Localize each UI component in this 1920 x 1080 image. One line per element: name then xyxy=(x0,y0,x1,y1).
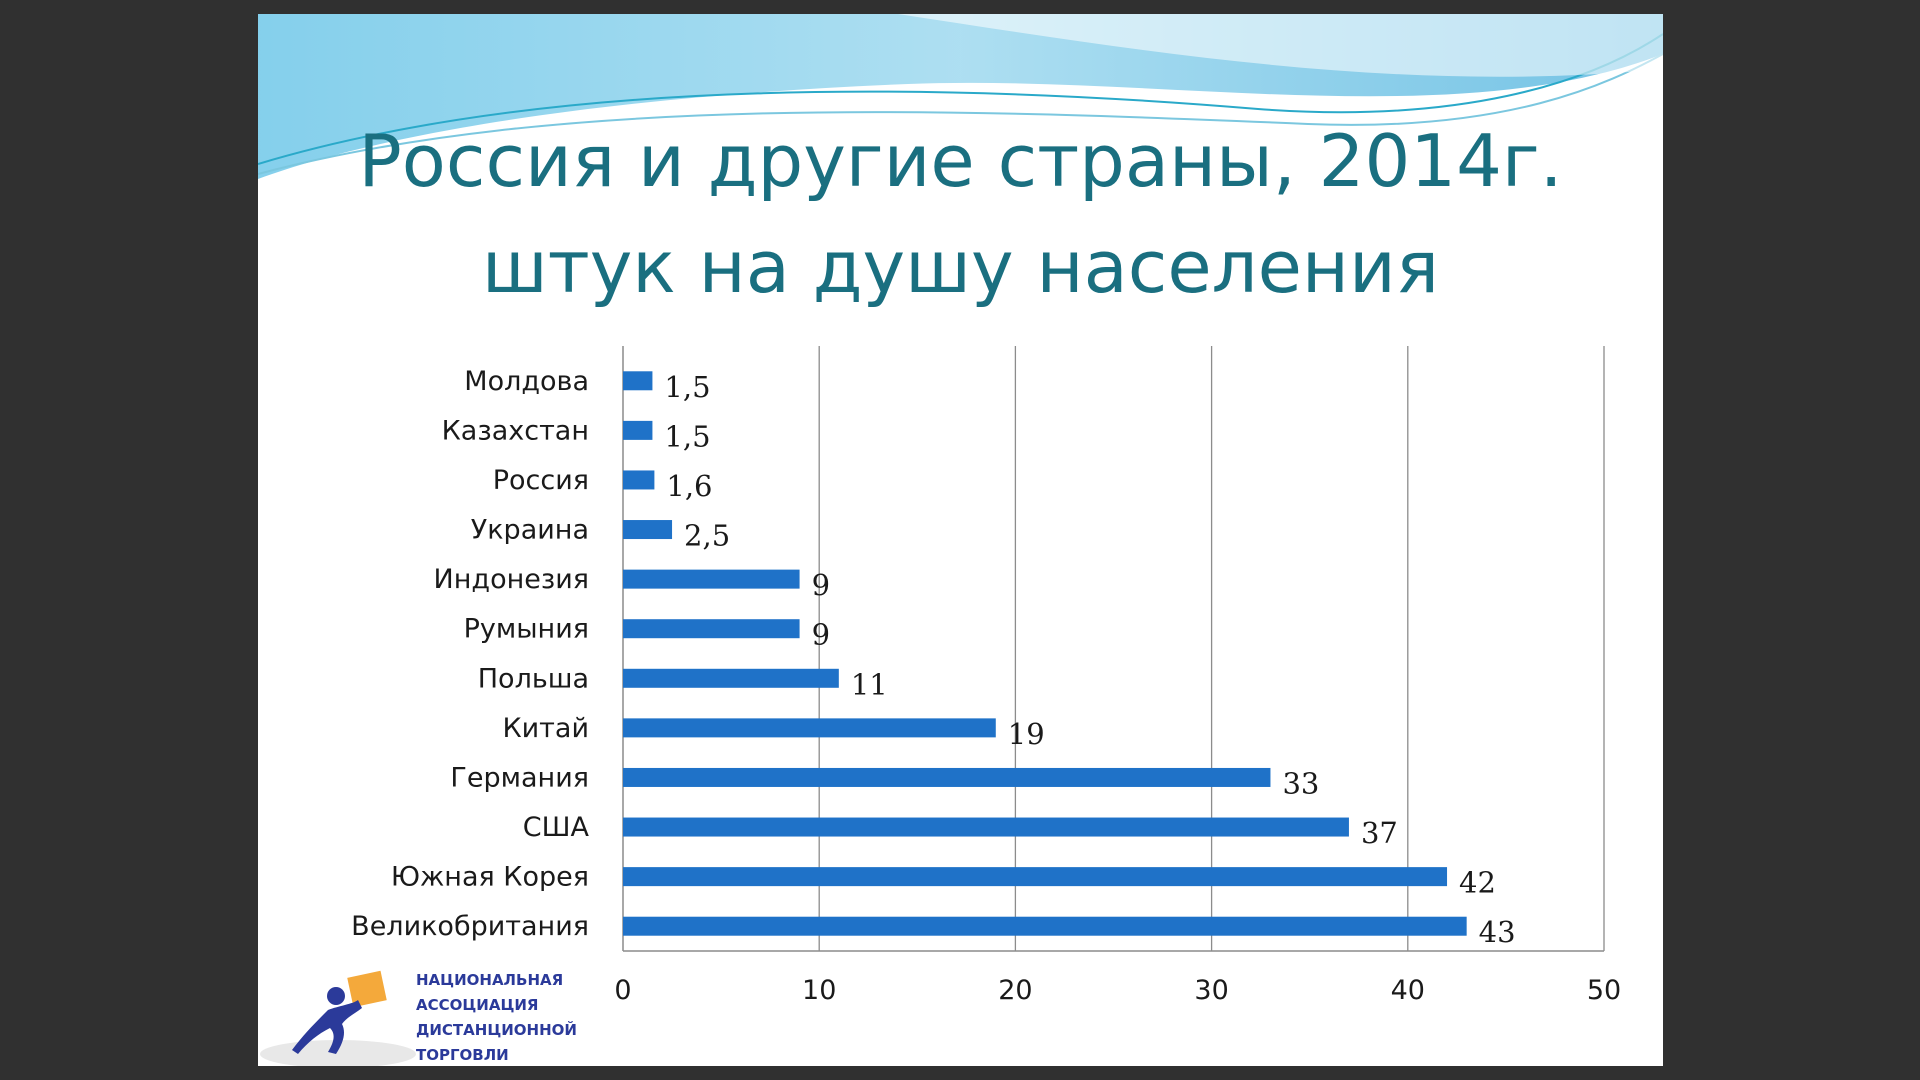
x-tick-label: 0 xyxy=(614,975,631,1006)
category-label: США xyxy=(523,812,590,843)
data-label: 33 xyxy=(1282,766,1319,800)
data-label: 42 xyxy=(1459,866,1496,900)
x-tick-label: 40 xyxy=(1391,975,1425,1006)
data-label: 1,5 xyxy=(664,419,710,453)
data-label: 11 xyxy=(851,667,888,701)
category-label: Молдова xyxy=(464,366,589,397)
slide: Россия и другие страны, 2014г. штук на д… xyxy=(258,14,1663,1066)
category-label: Украина xyxy=(471,515,589,546)
logo-icon xyxy=(260,970,416,1066)
data-label: 1,5 xyxy=(664,370,710,404)
data-label: 2,5 xyxy=(684,519,730,553)
bar xyxy=(623,520,673,540)
data-label: 43 xyxy=(1479,915,1516,949)
logo-line: ДИСТАНЦИОННОЙ xyxy=(416,1021,577,1039)
bar xyxy=(623,371,653,391)
category-label: Казахстан xyxy=(442,415,589,446)
bar xyxy=(623,767,1271,787)
bar xyxy=(623,817,1349,837)
chart-title-line-1: Россия и другие страны, 2014г. xyxy=(358,119,1563,203)
data-label: 37 xyxy=(1361,816,1398,850)
x-tick-label: 30 xyxy=(1194,975,1228,1006)
category-label: Румыния xyxy=(464,614,589,645)
bar xyxy=(623,867,1448,887)
bar xyxy=(623,470,655,490)
bar xyxy=(623,420,653,440)
category-label: Великобритания xyxy=(351,911,589,942)
category-label: Россия xyxy=(493,465,589,496)
data-label: 1,6 xyxy=(666,469,712,503)
bar xyxy=(623,569,800,589)
data-label: 19 xyxy=(1008,717,1045,751)
category-label: Индонезия xyxy=(434,564,589,595)
category-label: Польша xyxy=(478,663,589,694)
x-tick-label: 10 xyxy=(802,975,836,1006)
logo-text: НАЦИОНАЛЬНАЯ АССОЦИАЦИЯ ДИСТАНЦИОННОЙ ТО… xyxy=(416,968,577,1066)
bar xyxy=(623,668,839,688)
data-label: 9 xyxy=(812,568,830,602)
data-label: 9 xyxy=(812,618,830,652)
logo-line: ТОРГОВЛИ xyxy=(416,1046,509,1064)
bar-chart: 0 10 20 30 40 50 Молдова 1,5 Казахстан 1,5 Россия 1… xyxy=(351,346,1621,1006)
category-label: Китай xyxy=(502,713,589,744)
bar xyxy=(623,916,1467,936)
logo-line: НАЦИОНАЛЬНАЯ xyxy=(416,971,564,989)
bar xyxy=(623,619,800,639)
decorative-waves xyxy=(258,14,1663,179)
bar xyxy=(623,718,996,738)
category-label: Южная Корея xyxy=(391,862,589,893)
x-tick-label: 50 xyxy=(1587,975,1621,1006)
logo-line: АССОЦИАЦИЯ xyxy=(416,996,539,1014)
category-label: Германия xyxy=(450,762,589,793)
x-tick-label: 20 xyxy=(998,975,1032,1006)
chart-title-line-2: штук на душу населения xyxy=(481,225,1440,309)
